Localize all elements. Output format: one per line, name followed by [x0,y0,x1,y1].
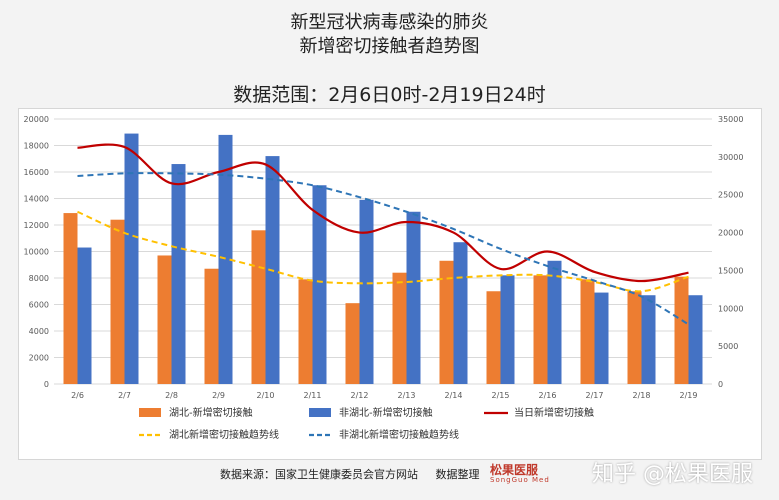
bar [124,133,139,384]
trend-line [77,210,689,293]
chart-svg: 0 2000 4000 6000 8000 10000 12000 14000 16000 180… [24,115,744,441]
chart-title-line2: 新增密切接触者趋势图 [299,36,480,57]
left-axis-tick-label: 18000 [24,142,49,151]
x-axis-tick-label: 2/14 [445,391,463,400]
bar [204,268,219,384]
bar [688,295,703,384]
left-axis-tick-label: 16000 [24,168,49,177]
watermark-text: 知乎 @松果医服 [592,462,753,487]
bar [533,275,548,384]
bar [171,164,186,384]
legend-swatch [309,408,331,417]
left-axis-tick-label: 14000 [24,195,49,204]
x-axis-tick-label: 2/8 [165,391,178,400]
chart-panel: 0 2000 4000 6000 8000 10000 12000 14000 16000 180… [18,108,762,460]
bar [674,276,689,384]
legend-swatch [139,408,161,417]
x-axis-tick-label: 2/10 [257,391,275,400]
legend-label: 非湖北-新增密切接触 [339,406,433,419]
bar [439,260,454,384]
left-axis-tick-label: 20000 [24,115,49,124]
x-axis-tick-label: 2/9 [212,391,225,400]
series-line [77,143,689,283]
left-axis-tick-label: 0 [44,380,49,389]
right-axis-tick-label: 5000 [718,342,738,351]
left-axis-tick-label: 2000 [29,354,49,363]
x-axis-tick-label: 2/13 [398,391,416,400]
bar [641,295,656,384]
source-label: 数据来源：国家卫生健康委员会官方网站 数据整理 [220,466,480,482]
right-axis-tick-label: 0 [718,380,723,389]
bar [486,291,501,384]
bar [500,275,515,384]
right-axis-tick-label: 35000 [718,115,743,124]
organizer-label: 数据整理 [435,468,480,481]
legend-label: 湖北-新增密切接触 [169,406,253,419]
bar [298,279,313,384]
bar [251,230,266,384]
x-axis-tick-label: 2/15 [492,391,510,400]
brand-logo-text: 松果医服 [490,463,539,477]
left-axis-tick-label: 12000 [24,221,49,230]
left-axis-tick-label: 6000 [29,301,49,310]
right-axis-tick-label: 10000 [718,304,743,313]
bar [547,260,562,384]
bar [157,255,172,384]
x-axis-tick-label: 2/17 [586,391,604,400]
chart-title-line1: 新型冠状病毒感染的肺炎 [290,12,489,33]
data-range-label: 数据范围：2月6日0时-2月19日24时 [233,84,546,106]
bar [218,134,233,384]
left-axis-tick-label: 10000 [24,248,49,257]
left-axis-tick-label: 4000 [29,327,49,336]
right-axis-tick-label: 30000 [718,153,743,162]
bar [77,247,92,384]
bar [312,185,327,384]
bar [63,213,78,384]
brand-logo-sub: SongGuo Med [490,476,550,484]
x-axis-tick-label: 2/7 [118,391,131,400]
bar [627,291,642,384]
right-axis-tick-label: 15000 [718,266,743,275]
left-axis-tick-label: 8000 [29,274,49,283]
bar [110,219,125,384]
bar [580,279,595,384]
bar [359,199,374,384]
source-text: 数据来源：国家卫生健康委员会官方网站 [220,468,418,481]
bar [594,292,609,384]
bar [345,303,360,384]
legend-label: 非湖北新增密切接触趋势线 [339,428,459,441]
right-axis-tick-label: 25000 [718,191,743,200]
right-axis-tick-label: 20000 [718,229,743,238]
x-axis-tick-label: 2/6 [71,391,84,400]
legend-label: 湖北新增密切接触趋势线 [169,428,279,441]
x-axis-tick-label: 2/19 [680,391,698,400]
legend-label: 当日新增密切接触 [514,406,594,419]
x-axis-tick-label: 2/16 [539,391,557,400]
x-axis-tick-label: 2/18 [633,391,651,400]
x-axis-tick-label: 2/11 [304,391,322,400]
bar [453,242,468,384]
bar [392,272,407,384]
x-axis-tick-label: 2/12 [351,391,369,400]
bar [406,211,421,384]
